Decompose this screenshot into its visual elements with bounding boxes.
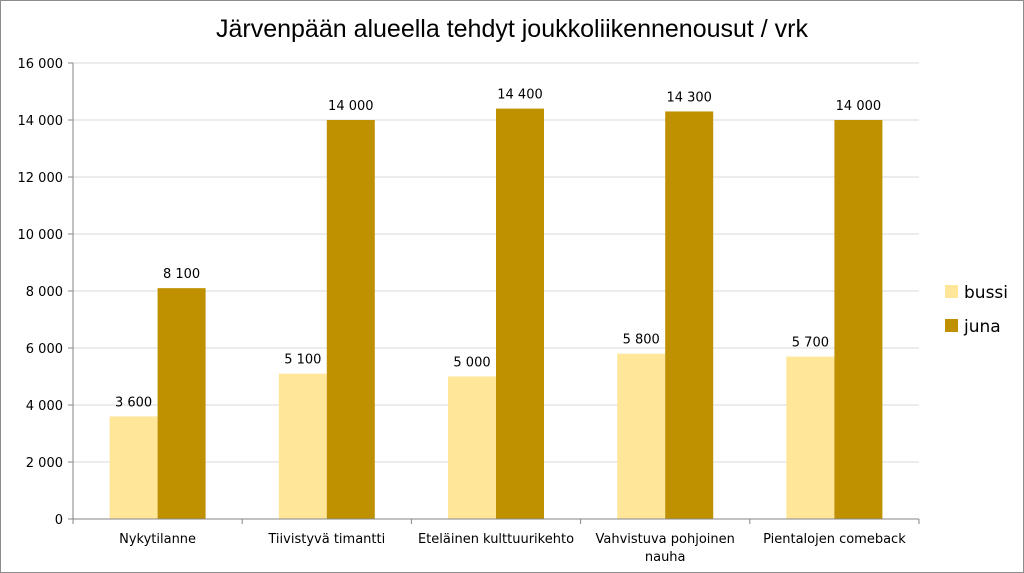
category-label: Nykytilanne [119,532,196,547]
legend: bussi juna [945,283,1008,337]
y-tick-label: 0 [55,513,63,528]
data-label-juna: 14 000 [836,99,882,114]
bar-juna [157,288,206,519]
legend-label-bussi: bussi [964,283,1008,303]
category-label: Eteläinen kulttuurikehto [418,532,574,547]
bar-bussi [109,416,158,519]
bar-bussi [278,373,327,519]
bar-juna [834,120,883,519]
data-label-bussi: 5 000 [453,356,490,371]
y-tick-label: 16 000 [18,57,64,72]
category-label: Vahvistuva pohjoinen [595,532,734,547]
y-tick-label: 8 000 [26,285,63,300]
category-label: Pientalojen comeback [763,532,906,547]
legend-label-juna: juna [963,317,1001,337]
data-label-juna: 8 100 [163,267,200,282]
y-tick-label: 10 000 [18,228,64,243]
category-label: nauha [645,550,686,565]
bar-bussi [786,356,835,519]
y-tick-label: 6 000 [26,342,63,357]
y-tick-label: 12 000 [18,171,64,186]
bars [109,108,883,519]
bar-juna [326,120,375,519]
data-label-juna: 14 400 [497,88,543,103]
y-tick-label: 2 000 [26,456,63,471]
x-axis-categories: Nykytilanne Tiivistyvä timantti Eteläinen … [119,532,906,565]
legend-swatch-juna [945,319,958,332]
bar-juna [665,111,714,519]
data-label-bussi: 3 600 [115,395,152,410]
y-tick-label: 14 000 [18,114,64,129]
data-label-juna: 14 300 [666,90,712,105]
data-label-juna: 14 000 [328,99,374,114]
y-axis-ticks: 0 2 000 4 000 6 000 8 000 10 000 12 000 14 000 1… [18,57,73,528]
data-label-bussi: 5 700 [792,336,829,351]
data-labels: 3 600 8 100 5 100 14 000 5 000 14 400 5 800 14 … [115,88,881,411]
data-label-bussi: 5 100 [284,353,321,368]
legend-swatch-bussi [945,285,958,298]
chart-title: Järvenpään alueella tehdyt joukkoliikenn… [216,15,809,43]
bar-bussi [617,353,666,519]
y-tick-label: 4 000 [26,399,63,414]
axes [72,63,920,524]
bar-bussi [448,376,496,519]
bar-juna [496,108,544,519]
category-label: Tiivistyvä timantti [267,532,385,547]
data-label-bussi: 5 800 [623,333,660,348]
